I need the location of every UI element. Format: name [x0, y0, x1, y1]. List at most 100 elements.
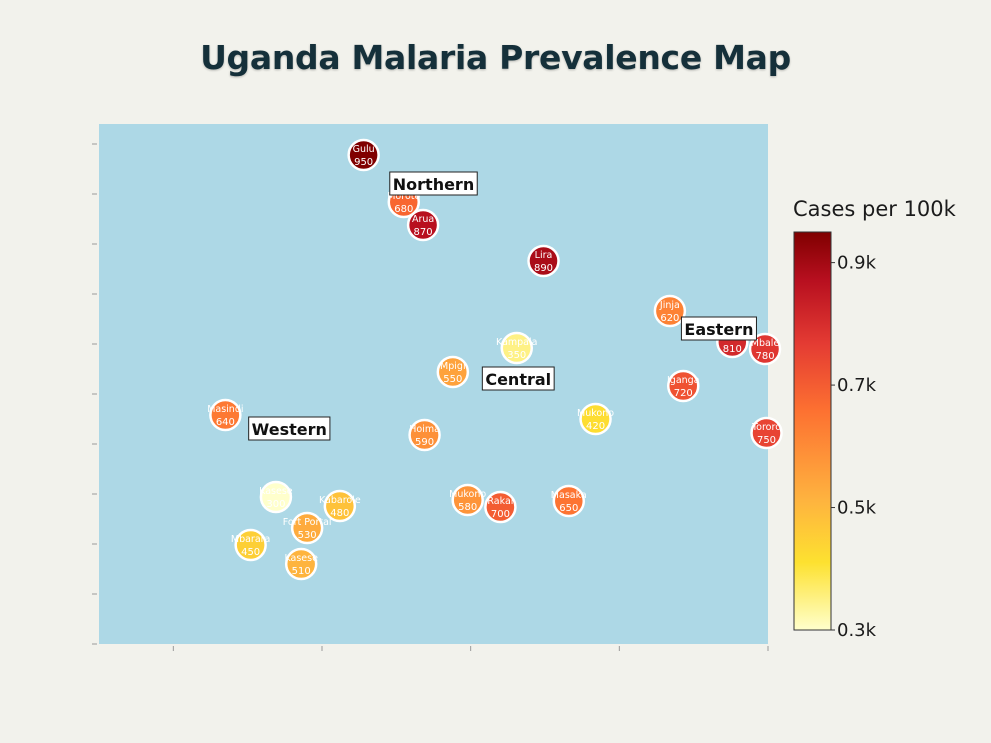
city-value-label: 870 [414, 227, 433, 238]
city-marker[interactable]: Masindi 640 [207, 398, 244, 432]
city-name-label: Gulu [353, 144, 375, 155]
city-value-label: 810 [723, 344, 742, 355]
city-value-label: 750 [757, 435, 776, 446]
city-name-label: Mukono [449, 489, 486, 500]
city-name-label: Kasese [259, 486, 293, 497]
city-dot[interactable] [408, 418, 441, 452]
city-value-label: 640 [216, 417, 235, 428]
city-name-label: Moroto [387, 191, 420, 202]
city-dot[interactable] [234, 528, 267, 562]
city-marker[interactable]: Arua 870 [406, 208, 440, 242]
city-marker[interactable]: Mbarara 450 [231, 528, 271, 562]
colorbar-ticks: 0.9k 0.7k 0.5k 0.3k [831, 253, 877, 641]
region-label: Central [481, 366, 555, 391]
city-dot[interactable] [406, 208, 440, 242]
city-dot[interactable] [579, 402, 612, 436]
city-name-label: Mbale [751, 338, 780, 349]
city-marker[interactable]: Kasese 510 [284, 547, 318, 581]
city-dot[interactable] [552, 484, 586, 518]
city-marker[interactable]: Jinja 620 [653, 294, 687, 328]
city-value-label: 510 [292, 566, 311, 577]
city-dot[interactable] [436, 355, 470, 389]
city-name-label: Tororo [751, 422, 781, 433]
region-label: Western [248, 416, 331, 441]
region-label: Northern [389, 171, 478, 196]
city-value-label: 580 [458, 502, 477, 513]
legend-title: Cases per 100k [793, 197, 957, 221]
city-marker[interactable]: Gulu 950 [347, 138, 380, 172]
city-marker[interactable]: Mukono 420 [577, 402, 614, 436]
city-name-label: Iganga [667, 375, 700, 386]
city-name-label: Kampala [496, 337, 537, 348]
city-name-label: Mbarara [231, 534, 271, 545]
city-value-label: 890 [534, 263, 553, 274]
city-marker[interactable]: Lira 890 [527, 244, 560, 278]
city-dot[interactable] [653, 294, 687, 328]
city-value-label: 720 [674, 388, 693, 399]
city-value-label: 550 [443, 374, 462, 385]
city-name-label: Masaka [551, 490, 587, 501]
colorbar-tick-label: 0.9k [837, 253, 877, 274]
city-value-label: 650 [559, 503, 578, 514]
city-marker[interactable]: Fort Portal 530 [283, 511, 332, 545]
city-value-label: 350 [507, 350, 526, 361]
city-name-label: Fort Portal [283, 517, 332, 528]
city-value-label: 680 [394, 204, 413, 215]
city-marker[interactable]: Mukono 580 [449, 483, 486, 517]
region-label-box [481, 366, 555, 391]
city-marker[interactable]: Mpigi 550 [436, 355, 470, 389]
city-name-label: Arua [412, 214, 434, 225]
colorbar [793, 231, 832, 631]
city-name-label: Mpigi [440, 361, 466, 372]
colorbar-tick-label: 0.5k [837, 498, 877, 519]
city-name-label: Kasese [284, 553, 318, 564]
city-dot[interactable] [484, 490, 517, 524]
city-marker[interactable]: Kasese 300 [259, 480, 293, 514]
city-name-label: Lira [535, 250, 553, 261]
colorbar-tick-label: 0.7k [837, 375, 877, 396]
city-dot[interactable] [290, 511, 324, 545]
city-marker[interactable]: Tororo 750 [750, 416, 783, 450]
map-plot-area[interactable] [99, 124, 768, 644]
region-label-text: Central [485, 370, 551, 389]
city-value-label: 780 [755, 351, 774, 362]
city-name-label: Kabarole [319, 495, 361, 506]
city-marker[interactable]: Hoima 590 [408, 418, 441, 452]
city-marker[interactable]: Kabarole 480 [319, 489, 361, 523]
city-name-label: Mukono [577, 408, 614, 419]
city-name-label: Masindi [207, 404, 243, 415]
city-marker[interactable]: Mbale 780 [748, 332, 782, 366]
city-marker[interactable]: Iganga 720 [667, 369, 700, 403]
city-value-label: 620 [660, 313, 679, 324]
region-label-text: Northern [393, 175, 474, 194]
city-dot[interactable] [259, 480, 293, 514]
city-dot[interactable] [667, 369, 700, 403]
city-marker[interactable]: Kampala 350 [496, 331, 537, 365]
city-dot[interactable] [748, 332, 782, 366]
city-value-label: 950 [354, 157, 373, 168]
region-label-box [680, 316, 757, 341]
city-marker[interactable]: Rakai 700 [484, 490, 517, 524]
page-title: Uganda Malaria Prevalence Map [200, 38, 791, 77]
city-value-label: 300 [266, 499, 285, 510]
city-name-label: Jinja [659, 300, 680, 311]
colorbar-tick-label: 0.3k [837, 620, 877, 641]
city-value-label: 700 [491, 509, 510, 520]
axis-ticks [92, 143, 769, 651]
city-dot[interactable] [284, 547, 318, 581]
city-dot[interactable] [209, 398, 242, 432]
city-name-label: Rakai [487, 496, 513, 507]
city-dot[interactable] [500, 331, 534, 365]
city-dot[interactable] [527, 244, 560, 278]
region-label-box [248, 416, 331, 441]
city-dot[interactable] [451, 483, 484, 517]
city-dot[interactable] [347, 138, 380, 172]
city-value-label: 480 [330, 508, 349, 519]
city-value-label: 530 [298, 530, 317, 541]
city-marker[interactable]: Masaka 650 [551, 484, 587, 518]
region-label-text: Western [252, 420, 327, 439]
region-label-text: Eastern [684, 320, 753, 339]
city-dot[interactable] [323, 489, 357, 523]
city-dot[interactable] [750, 416, 783, 450]
